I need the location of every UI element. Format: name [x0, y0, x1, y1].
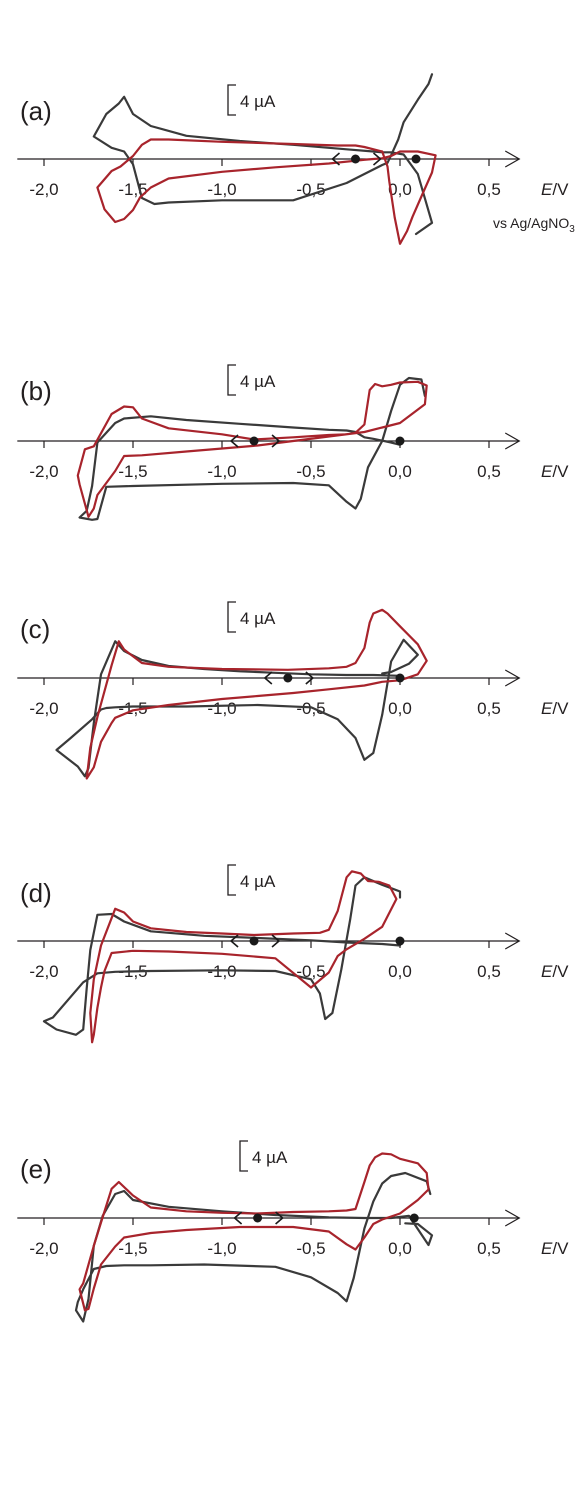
- x-tick-label: -1,5: [118, 180, 147, 199]
- x-tick-label: -0,5: [296, 180, 325, 199]
- x-tick-label: 0,5: [477, 699, 501, 718]
- panel-a: (a) 4 µA -2,0 -1,5 -1,0 -0,5 0,0 0,5 E/V vs Ag/Ag…: [17, 73, 575, 245]
- cv-trace-black: [92, 73, 434, 236]
- x-axis-label: E/V: [541, 1239, 569, 1258]
- x-tick-label: 0,0: [388, 180, 412, 199]
- x-tick-label: -1,0: [207, 180, 236, 199]
- sweep-direction-right: [271, 434, 281, 448]
- x-tick-label: 0,0: [388, 462, 412, 481]
- x-tick-label: -2,0: [29, 699, 58, 718]
- x-tick-label: 0,5: [477, 1239, 501, 1258]
- sweep-direction-left: [263, 671, 273, 685]
- x-axis-arrow: [504, 1209, 521, 1227]
- start-point-dot: [249, 436, 259, 446]
- scale-bar-label: 4 µA: [240, 609, 276, 628]
- sweep-direction-left: [229, 934, 239, 948]
- x-tick-label: 0,0: [388, 1239, 412, 1258]
- sweep-direction-left: [229, 434, 239, 448]
- x-axis-label: E/V: [541, 962, 569, 981]
- cv-trace-red: [78, 1152, 430, 1312]
- cv-trace-black: [74, 1171, 434, 1323]
- scale-bar: [227, 864, 236, 896]
- x-tick-label: -0,5: [296, 462, 325, 481]
- x-axis-arrow: [504, 432, 521, 450]
- cv-trace-black: [78, 376, 426, 521]
- scale-bar-label: 4 µA: [240, 372, 276, 391]
- scale-bar: [227, 84, 236, 116]
- x-tick-label: 0,0: [388, 699, 412, 718]
- x-axis-label: E/V: [541, 180, 569, 199]
- x-tick-label: -0,5: [296, 1239, 325, 1258]
- sweep-direction-left: [331, 152, 341, 166]
- x-tick-label: -0,5: [296, 962, 325, 981]
- panel-label: (e): [20, 1154, 52, 1184]
- x-axis-arrow: [504, 669, 521, 687]
- x-tick-label: -2,0: [29, 1239, 58, 1258]
- scale-bar-label: 4 µA: [240, 872, 276, 891]
- x-tick-label: -1,5: [118, 462, 147, 481]
- cv-trace-red: [89, 870, 398, 1044]
- sweep-direction-right: [275, 1211, 284, 1225]
- x-axis-arrow: [504, 932, 521, 950]
- x-tick-label: -2,0: [29, 962, 58, 981]
- x-tick-label: 0,5: [477, 462, 501, 481]
- cv-trace-red: [76, 380, 428, 518]
- x-axis-label: E/V: [541, 462, 569, 481]
- x-tick-label: -1,0: [207, 699, 236, 718]
- x-tick-label: -1,5: [118, 1239, 147, 1258]
- x-axis-label: E/V: [541, 699, 569, 718]
- panel-label: (c): [20, 614, 50, 644]
- sweep-direction-right: [372, 152, 382, 166]
- start-point-dot: [395, 436, 405, 446]
- x-tick-label: -1,0: [207, 1239, 236, 1258]
- cv-trace-black: [55, 638, 419, 778]
- start-point-dot: [409, 1213, 419, 1223]
- scale-bar: [227, 601, 236, 633]
- start-point-dot: [395, 936, 405, 946]
- x-tick-label: -1,0: [207, 962, 236, 981]
- panel-label: (d): [20, 878, 52, 908]
- panel-e: (e) 4 µA -2,0 -1,5 -1,0 -0,5 0,0 0,5 E/V: [17, 1140, 569, 1323]
- panel-label: (b): [20, 376, 52, 406]
- start-point-dot: [253, 1213, 263, 1223]
- sweep-direction-right: [305, 671, 315, 685]
- start-point-dot: [411, 154, 421, 164]
- start-point-dot: [249, 936, 259, 946]
- panel-c: (c) 4 µA-2,0 -1,5 -1,0 -0,5 0,0 0,5 E/V: [17, 601, 569, 780]
- cv-trace-red: [96, 138, 437, 245]
- scale-bar-label: 4 µA: [252, 1148, 288, 1167]
- x-tick-label: 0,5: [477, 962, 501, 981]
- start-point-dot: [351, 154, 360, 164]
- x-tick-label: 0,5: [477, 180, 501, 199]
- cv-trace-red: [85, 608, 428, 780]
- x-tick-label: -2,0: [29, 462, 58, 481]
- scale-bar: [227, 364, 236, 396]
- sweep-direction-right: [271, 934, 281, 948]
- scale-bar-label: 4 µA: [240, 92, 276, 111]
- start-point-dot: [395, 673, 405, 683]
- panel-label: (a): [20, 96, 52, 126]
- x-tick-label: -2,0: [29, 180, 58, 199]
- x-tick-label: 0,0: [388, 962, 412, 981]
- panel-b: (b) 4 µA -2,0 -1,5 -1,0 -0,5 0,0 0,5 E/V: [17, 364, 569, 521]
- x-tick-label: -1,0: [207, 462, 236, 481]
- x-axis-arrow: [504, 150, 521, 168]
- scale-bar: [239, 1140, 248, 1172]
- start-point-dot: [283, 673, 293, 683]
- reference-electrode-label: vs Ag/AgNO3: [493, 215, 575, 235]
- sweep-direction-left: [233, 1211, 243, 1225]
- panel-d: (d) 4 µA-2,0 -1,5 -1,0 -0,5 0,0 0,5 E/V: [17, 864, 569, 1044]
- cv-trace-black: [42, 876, 402, 1036]
